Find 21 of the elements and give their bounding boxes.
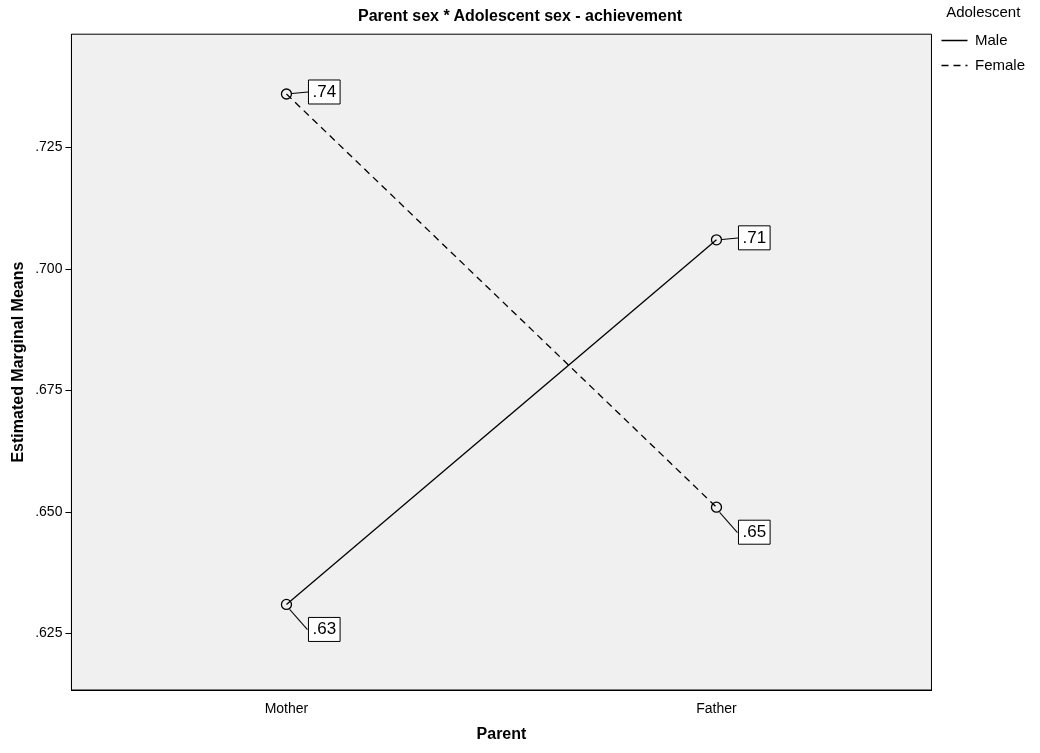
data-label: .65 [742, 521, 767, 541]
point [710, 234, 723, 246]
x-axis-title: Parent [476, 724, 528, 742]
y-axis-title: Estimated Marginal Means [9, 261, 27, 463]
y-tick-label: .725 [35, 138, 63, 155]
y-tick-label: .675 [35, 381, 63, 398]
legend-label: Male [974, 30, 1008, 48]
chart-title: Parent sex * Adolescent sex - achievement [358, 7, 683, 25]
point [710, 501, 723, 513]
legend-label: Female [974, 55, 1026, 73]
data-label: .71 [742, 227, 767, 247]
point [280, 88, 293, 100]
point [280, 598, 293, 611]
legend-title: Adolescent [946, 2, 1022, 20]
y-tick-label: .625 [35, 624, 63, 641]
data-label: .63 [312, 619, 337, 639]
y-tick-label: .650 [35, 502, 63, 519]
y-tick-label: .700 [35, 259, 63, 276]
x-tick-label: Mother [264, 700, 309, 717]
data-label: .74 [312, 81, 337, 101]
x-tick-label: Father [696, 700, 738, 717]
